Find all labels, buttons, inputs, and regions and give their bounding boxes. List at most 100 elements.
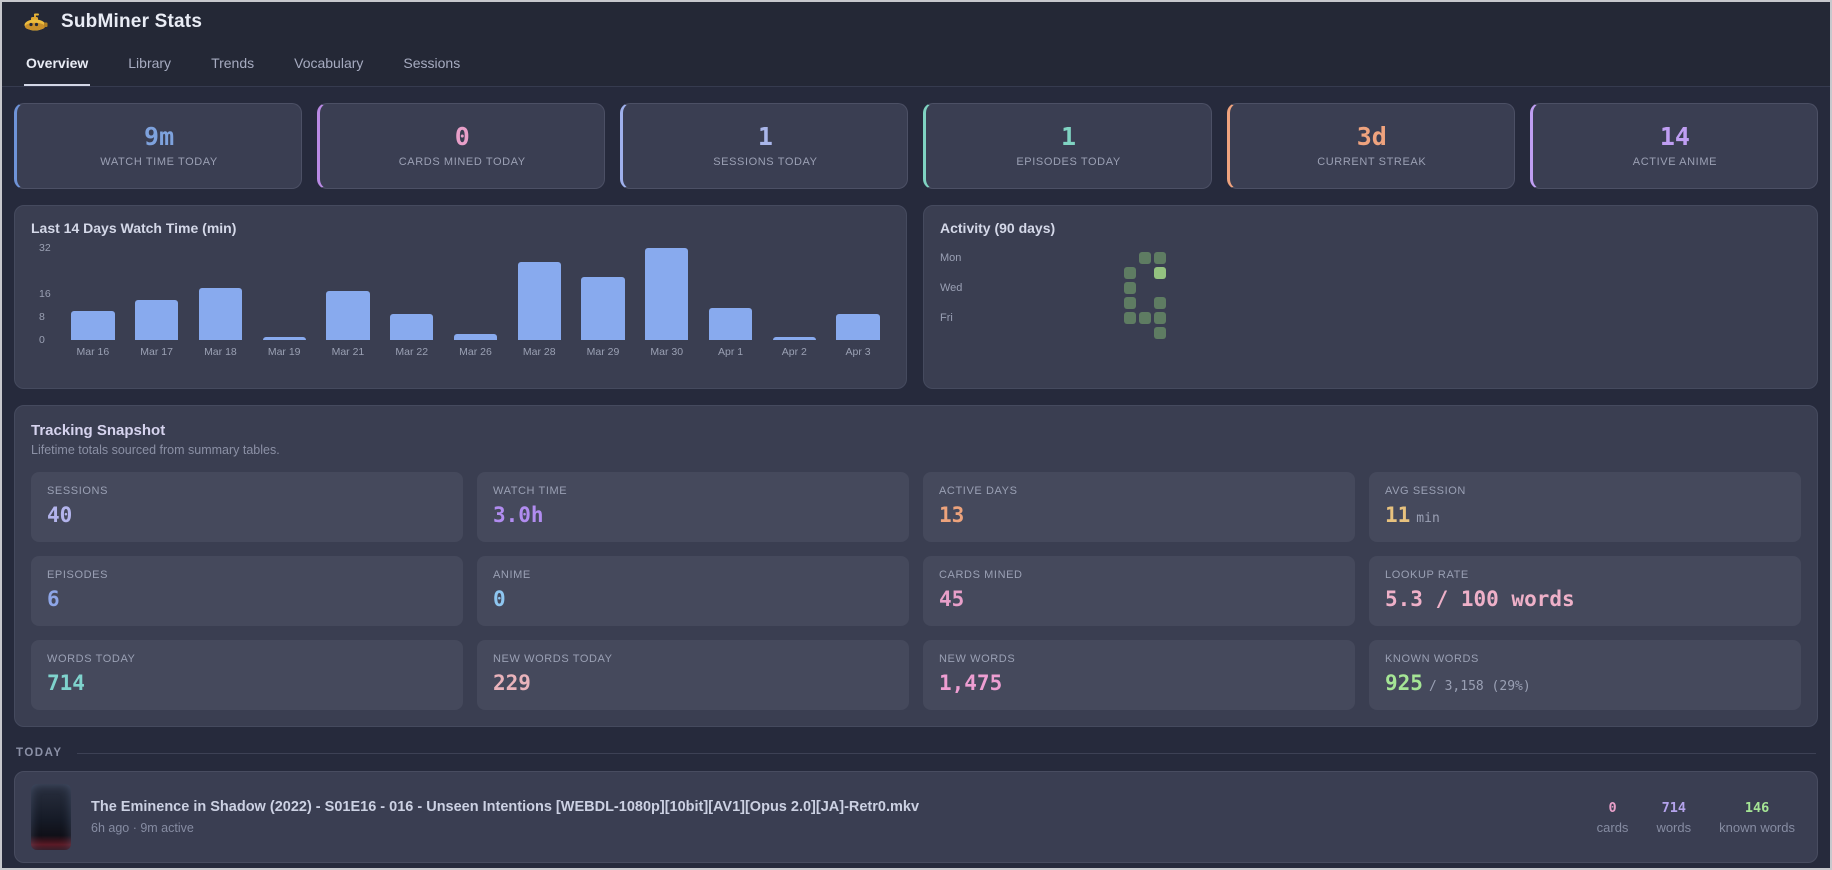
snapshot-tile-episodes: EPISODES 6 <box>31 556 463 626</box>
episode-stat-known-words: 146 known words <box>1719 800 1795 835</box>
episode-stat-value: 0 <box>1608 799 1617 816</box>
stat-card-episodes-today: 1 EPISODES TODAY <box>923 103 1212 189</box>
episode-title: The Eminence in Shadow (2022) - S01E16 -… <box>91 799 920 815</box>
bar-slot <box>635 248 699 340</box>
heatmap-cell <box>1049 297 1061 309</box>
heatmap-cell <box>1094 267 1106 279</box>
snapshot-tile-cards-mined: CARDS MINED 45 <box>923 556 1355 626</box>
heatmap-cell <box>1019 327 1031 339</box>
tab-library[interactable]: Library <box>128 55 172 71</box>
tile-label: WATCH TIME <box>493 485 568 497</box>
bar-slot <box>826 248 890 340</box>
heatmap-cell <box>1079 342 1091 354</box>
heatmap-cell <box>1049 252 1061 264</box>
bar-slot <box>316 248 380 340</box>
heatmap-cell <box>1079 282 1091 294</box>
today-section-header: TODAY <box>16 747 1816 759</box>
heatmap-cell <box>1079 267 1091 279</box>
heatmap-cell <box>1049 282 1061 294</box>
tab-overview[interactable]: Overview <box>24 55 91 86</box>
heatmap-cell <box>974 342 986 354</box>
heatmap-cell <box>1079 252 1091 264</box>
stat-card-cards-mined-today: 0 CARDS MINED TODAY <box>317 103 606 189</box>
y-tick-0: 0 <box>39 334 45 346</box>
heatmap-cell <box>1124 252 1136 264</box>
tile-value-suffix: / 3,158 (29%) <box>1428 679 1531 694</box>
x-tick: Mar 19 <box>267 346 301 358</box>
x-tick: Apr 2 <box>781 346 807 358</box>
stat-value: 3d <box>1356 122 1387 151</box>
tile-label: CARDS MINED <box>939 569 1023 581</box>
bar-mar-21 <box>326 291 370 340</box>
episode-stat-label: cards <box>1596 819 1629 835</box>
episode-stat-label: known words <box>1719 819 1795 835</box>
today-episode-row[interactable]: The Eminence in Shadow (2022) - S01E16 -… <box>14 771 1818 863</box>
activity-heatmap-grid <box>974 252 1166 354</box>
bar-apr-3 <box>836 314 880 340</box>
app-header: SubMiner Stats <box>2 2 1830 42</box>
x-tick: Mar 21 <box>331 346 365 358</box>
heatmap-cell <box>1109 282 1121 294</box>
stat-label: EPISODES TODAY <box>1016 156 1121 168</box>
heatmap-cell <box>1064 342 1076 354</box>
heatmap-cell <box>974 312 986 324</box>
chart-y-axis: 0 8 16 32 <box>31 242 61 346</box>
tile-label: SESSIONS <box>47 485 109 497</box>
heatmap-cell <box>1064 267 1076 279</box>
episode-meta: 6h ago · 9m active <box>91 821 194 835</box>
heatmap-cell <box>1034 297 1046 309</box>
heatmap-cell <box>1004 312 1016 324</box>
heatmap-cell <box>974 297 986 309</box>
bar-slot <box>380 248 444 340</box>
stat-value: 1 <box>1061 122 1077 151</box>
stat-card-sessions-today: 1 SESSIONS TODAY <box>620 103 909 189</box>
bar-mar-22 <box>390 314 434 340</box>
tile-value: 13 <box>939 503 965 527</box>
heatmap-cell <box>1019 312 1031 324</box>
heatmap-cell <box>1049 327 1061 339</box>
bar-slot <box>61 248 125 340</box>
tile-label: ACTIVE DAYS <box>939 485 1018 497</box>
snapshot-title: Tracking Snapshot <box>31 422 166 439</box>
episode-thumbnail <box>31 784 71 850</box>
snapshot-tile-active-days: ACTIVE DAYS 13 <box>923 472 1355 542</box>
heatmap-cell <box>1019 282 1031 294</box>
bar-mar-18 <box>198 288 243 340</box>
today-heading: TODAY <box>16 747 63 759</box>
heatmap-cell <box>1034 282 1046 294</box>
tab-vocabulary[interactable]: Vocabulary <box>294 55 364 71</box>
tile-value: 45 <box>939 587 965 611</box>
heatmap-cell <box>989 312 1001 324</box>
tab-trends[interactable]: Trends <box>211 55 255 71</box>
heatmap-cell <box>1064 312 1076 324</box>
snapshot-tile-anime: ANIME 0 <box>477 556 909 626</box>
snapshot-tile-grid: SESSIONS 40 WATCH TIME 3.0h ACTIVE DAYS 13 AVG… <box>31 472 1801 710</box>
heatmap-cell <box>1079 297 1091 309</box>
bar-slot <box>189 248 253 340</box>
activity-title: Activity (90 days) <box>940 220 1056 236</box>
heatmap-cell <box>1034 267 1046 279</box>
heatmap-cell <box>1094 312 1106 324</box>
tab-sessions[interactable]: Sessions <box>403 55 461 71</box>
tile-label: WORDS TODAY <box>47 653 136 665</box>
bar-mar-30 <box>645 248 689 340</box>
heatmap-cell <box>989 342 1001 354</box>
episode-stat-words: 714 words <box>1656 800 1691 835</box>
tile-label: EPISODES <box>47 569 109 581</box>
episode-text: The Eminence in Shadow (2022) - S01E16 -… <box>91 799 1577 835</box>
tile-value: 5.3 / 100 words <box>1385 587 1575 611</box>
today-divider <box>76 752 1816 754</box>
y-tick-8: 8 <box>39 311 45 323</box>
stat-value: 0 <box>454 122 470 151</box>
heatmap-cell <box>1094 327 1106 339</box>
heatmap-cell <box>1139 267 1151 279</box>
snapshot-tile-new-words: NEW WORDS 1,475 <box>923 640 1355 710</box>
episode-stat-cards: 0 cards <box>1597 800 1629 835</box>
heatmap-cell <box>1004 252 1016 264</box>
heatmap-cell <box>1049 342 1061 354</box>
bar-slot <box>444 248 508 340</box>
heatmap-cell <box>1139 342 1151 354</box>
x-tick: Mar 28 <box>522 346 556 358</box>
heatmap-cell <box>1094 252 1106 264</box>
